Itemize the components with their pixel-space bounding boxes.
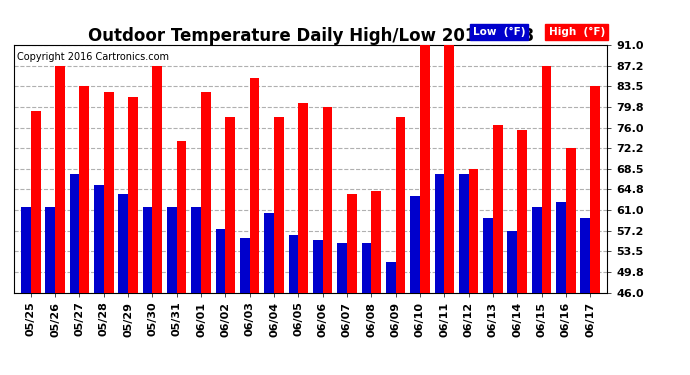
Bar [590, 86, 600, 292]
Bar [274, 117, 284, 292]
Bar [94, 185, 104, 292]
Bar [518, 130, 527, 292]
Bar [347, 194, 357, 292]
Bar [483, 218, 493, 292]
Bar [493, 125, 502, 292]
Bar [395, 117, 405, 292]
Bar [288, 235, 298, 292]
Bar [21, 207, 31, 292]
Text: Low  (°F): Low (°F) [473, 27, 525, 37]
Bar [298, 103, 308, 292]
Bar [79, 86, 89, 292]
Bar [386, 262, 395, 292]
Bar [411, 196, 420, 292]
Bar [459, 174, 469, 292]
Bar [337, 243, 347, 292]
Bar [191, 207, 201, 292]
Bar [507, 231, 518, 292]
Bar [469, 169, 478, 292]
Bar [556, 202, 566, 292]
Bar [580, 218, 590, 292]
Bar [31, 111, 41, 292]
Bar [70, 174, 79, 292]
Bar [532, 207, 542, 292]
Bar [46, 207, 55, 292]
Bar [177, 141, 186, 292]
Bar [152, 66, 162, 292]
Title: Outdoor Temperature Daily High/Low 20160618: Outdoor Temperature Daily High/Low 20160… [88, 27, 533, 45]
Bar [201, 92, 210, 292]
Bar [250, 78, 259, 292]
Bar [128, 97, 138, 292]
Bar [371, 191, 381, 292]
Bar [444, 45, 454, 292]
Bar [264, 213, 274, 292]
Text: Copyright 2016 Cartronics.com: Copyright 2016 Cartronics.com [17, 53, 169, 62]
Bar [420, 45, 430, 292]
Bar [313, 240, 323, 292]
Bar [240, 237, 250, 292]
Bar [119, 194, 128, 292]
Bar [143, 207, 152, 292]
Bar [362, 243, 371, 292]
Text: High  (°F): High (°F) [549, 27, 605, 37]
Bar [566, 148, 575, 292]
Bar [323, 106, 333, 292]
Bar [216, 229, 226, 292]
Bar [104, 92, 114, 292]
Bar [167, 207, 177, 292]
Bar [55, 66, 65, 292]
Bar [542, 66, 551, 292]
Bar [435, 174, 444, 292]
Bar [226, 117, 235, 292]
